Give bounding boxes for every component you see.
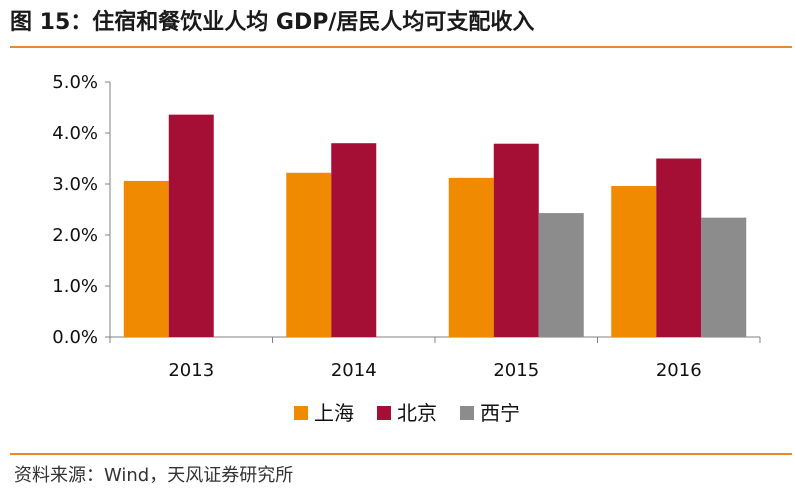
- legend-swatch: [377, 406, 391, 420]
- figure-title: 图 15：住宿和餐饮业人均 GDP/居民人均可支配收入: [10, 10, 535, 35]
- bar-北京-2013: [168, 114, 214, 337]
- legend-label: 上海: [314, 401, 354, 425]
- y-tick-label: 1.0%: [52, 276, 98, 297]
- legend-label: 北京: [397, 401, 437, 425]
- x-tick-label: 2014: [331, 360, 377, 381]
- source-note: 资料来源：Wind，天风证券研究所: [14, 465, 294, 486]
- y-tick-label: 4.0%: [52, 123, 98, 144]
- y-tick-label: 5.0%: [52, 72, 98, 93]
- bar-上海-2014: [286, 172, 332, 337]
- legend-swatch: [294, 406, 308, 420]
- title-rule: [10, 46, 792, 48]
- legend-swatch: [460, 406, 474, 420]
- bars: [123, 114, 747, 337]
- bar-上海-2016: [611, 186, 657, 337]
- x-tick-label: 2013: [168, 360, 214, 381]
- y-tick-label: 3.0%: [52, 174, 98, 195]
- legend-label: 西宁: [480, 401, 520, 425]
- y-tick-label: 2.0%: [52, 225, 98, 246]
- bar-西宁-2015: [538, 213, 584, 337]
- bar-上海-2013: [123, 180, 169, 337]
- y-tick-label: 0.0%: [52, 327, 98, 348]
- source-rule: [10, 453, 792, 455]
- bar-北京-2016: [656, 158, 702, 337]
- bar-北京-2014: [331, 143, 377, 337]
- x-tick-label: 2016: [656, 360, 702, 381]
- legend: 上海 北京 西宁: [294, 401, 520, 425]
- y-axis: 0.0% 1.0% 2.0% 3.0% 4.0% 5.0%: [52, 72, 111, 348]
- x-axis: 2013 2014 2015 2016: [109, 336, 761, 381]
- x-tick-label: 2015: [493, 360, 539, 381]
- bar-西宁-2016: [701, 217, 747, 337]
- bar-上海-2015: [448, 177, 494, 337]
- bar-北京-2015: [493, 143, 539, 337]
